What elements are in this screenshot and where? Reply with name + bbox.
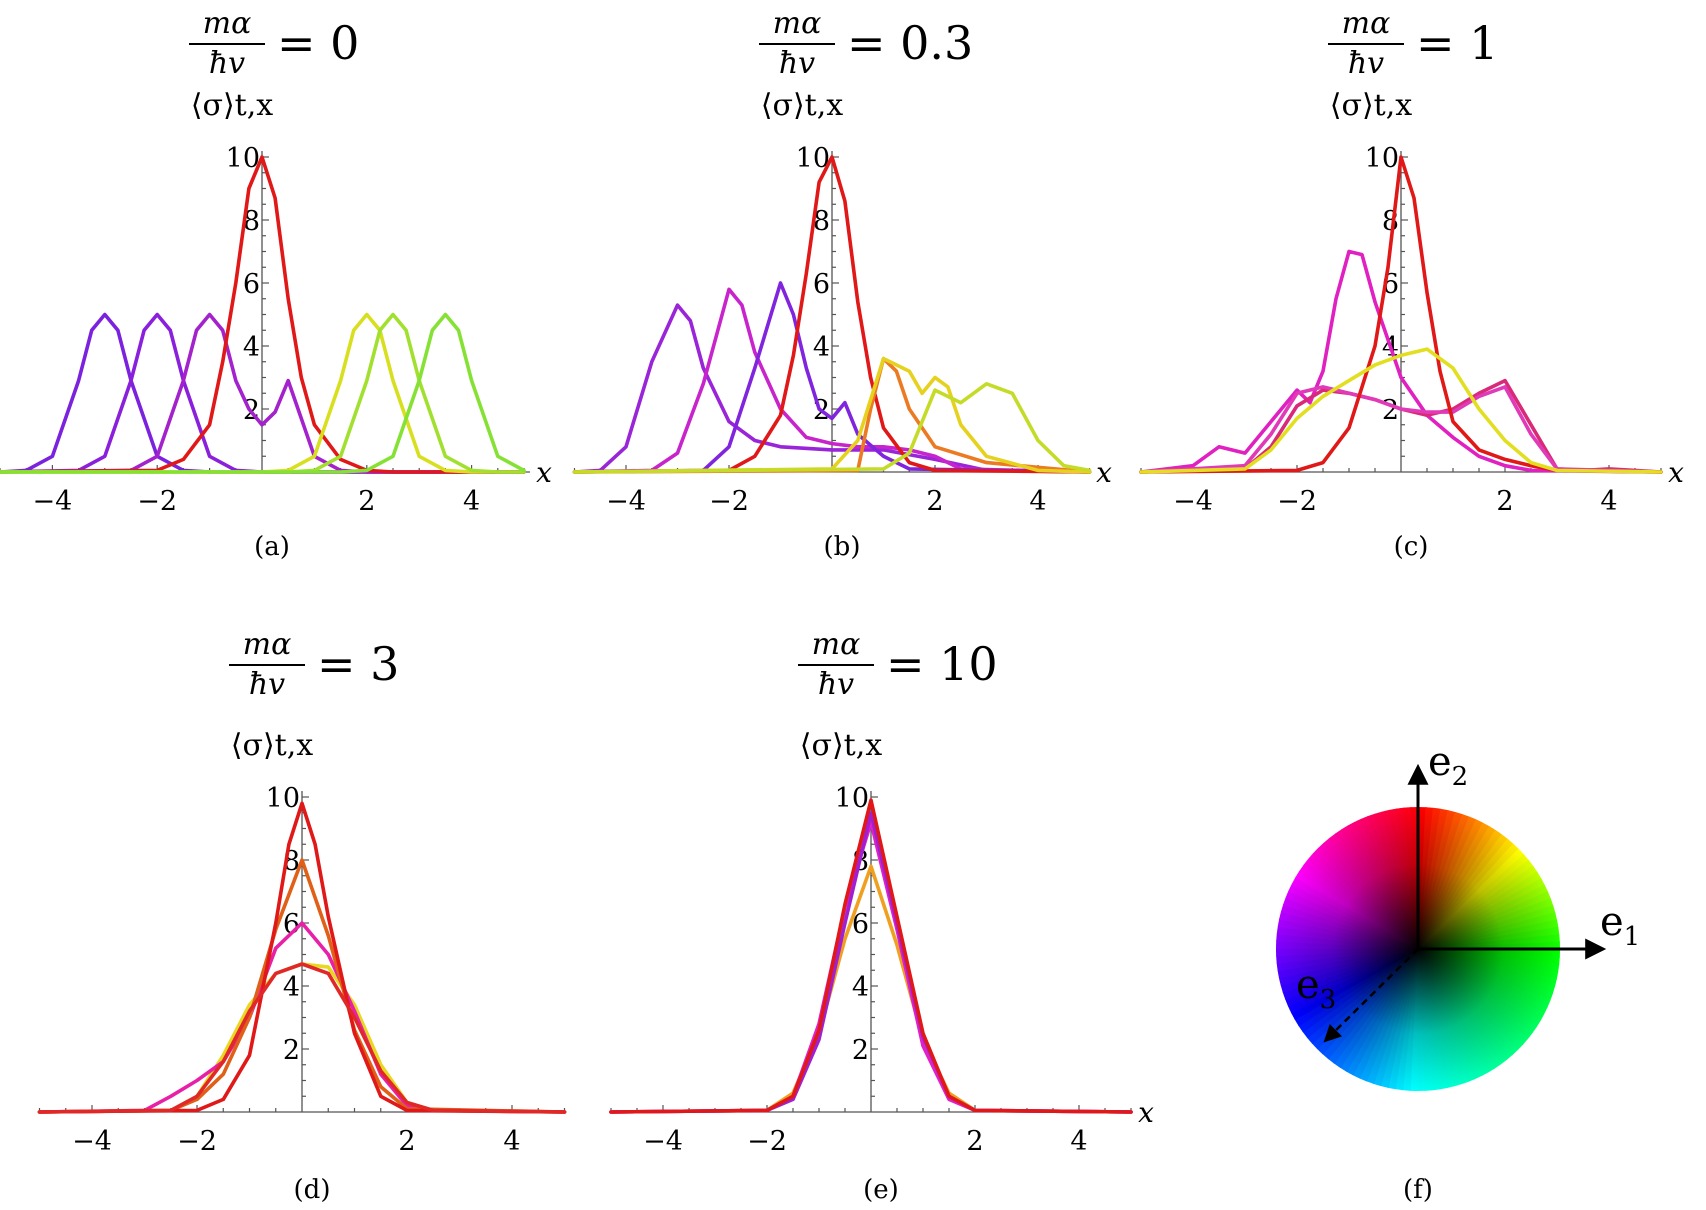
x-axis-label: x <box>536 456 552 489</box>
series-line-6 <box>572 356 1092 474</box>
x-tick-label: 2 <box>1496 486 1513 517</box>
title-denominator: ħv <box>1348 46 1384 81</box>
y-axis-label: ⟨σ⟩t,x <box>1330 88 1412 123</box>
series-line-1 <box>609 864 1133 1114</box>
title-numerator: mα <box>812 627 861 662</box>
y-tick-label: 10 <box>835 783 869 814</box>
x-tick-label: 4 <box>503 1126 520 1157</box>
x-axis-label: x <box>1138 1096 1154 1129</box>
series-line-3 <box>1139 385 1663 474</box>
x-tick-label: 4 <box>1029 486 1046 517</box>
title-denominator: ħv <box>779 46 815 81</box>
panel-caption-c: (c) <box>1394 532 1429 562</box>
series-line-4 <box>572 155 1092 474</box>
y-tick-label: 8 <box>813 206 830 237</box>
series-line-4 <box>37 801 567 1114</box>
y-tick-label: 10 <box>226 143 260 174</box>
x-axis-label: x <box>1668 456 1684 489</box>
series-line-1 <box>572 303 1092 474</box>
title-numerator: mα <box>1342 6 1391 41</box>
x-tick-label: 4 <box>463 486 480 517</box>
title-denominator: ħv <box>818 667 854 702</box>
x-tick-label: −2 <box>177 1126 217 1157</box>
x-tick-label: −2 <box>1277 486 1317 517</box>
x-axis-label: x <box>1096 456 1112 489</box>
title-numerator: mα <box>243 627 292 662</box>
title-numerator: mα <box>203 6 252 41</box>
panel-caption-a: (a) <box>254 532 290 562</box>
x-tick-label: 2 <box>966 1126 983 1157</box>
title-value: = 3 <box>317 637 399 691</box>
title-value: = 0.3 <box>847 16 973 70</box>
title-value: = 0 <box>277 16 359 70</box>
x-tick-label: −2 <box>137 486 177 517</box>
x-tick-label: −4 <box>1173 486 1213 517</box>
y-tick-label: 4 <box>283 972 300 1003</box>
title-denominator: ħv <box>209 46 245 81</box>
x-tick-label: 4 <box>1600 486 1617 517</box>
x-tick-label: 2 <box>398 1126 415 1157</box>
y-tick-label: 6 <box>283 909 300 940</box>
y-tick-label: 6 <box>243 269 260 300</box>
title-numerator: mα <box>773 6 822 41</box>
y-tick-label: 2 <box>1382 395 1399 426</box>
x-tick-label: −4 <box>643 1126 683 1157</box>
y-axis-label: ⟨σ⟩t,x <box>800 728 882 763</box>
series-line-2 <box>37 921 567 1114</box>
y-axis-label: ⟨σ⟩t,x <box>191 88 273 123</box>
x-tick-label: −4 <box>606 486 646 517</box>
e1-label: e1 <box>1600 899 1640 952</box>
x-tick-label: −4 <box>32 486 72 517</box>
series-line-2 <box>572 287 1092 474</box>
title-denominator: ħv <box>249 667 285 702</box>
series-line-5 <box>572 356 1092 474</box>
series-line-3 <box>37 858 567 1114</box>
x-tick-label: −2 <box>709 486 749 517</box>
color-wheel-legend: e2 e1 e3 (f) <box>1276 739 1640 1205</box>
e3-axis-arrow <box>1323 948 1419 1043</box>
series-line-4 <box>609 798 1133 1114</box>
x-tick-label: −2 <box>747 1126 787 1157</box>
title-value: = 10 <box>886 637 998 691</box>
x-tick-label: 4 <box>1070 1126 1087 1157</box>
panel-caption-d: (d) <box>294 1175 331 1205</box>
y-axis-label: ⟨σ⟩t,x <box>761 88 843 123</box>
y-axis-label: ⟨σ⟩t,x <box>231 728 313 763</box>
y-tick-label: 10 <box>266 783 300 814</box>
series-line-1 <box>1139 249 1663 474</box>
panel-caption-b: (b) <box>824 532 861 562</box>
series-line-5 <box>37 962 567 1114</box>
y-tick-label: 6 <box>813 269 830 300</box>
x-tick-label: 2 <box>926 486 943 517</box>
y-tick-label: 4 <box>852 972 869 1003</box>
panel-caption-f: (f) <box>1403 1175 1433 1205</box>
y-tick-label: 2 <box>283 1035 300 1066</box>
panel-caption-e: (e) <box>863 1175 899 1205</box>
title-value: = 1 <box>1416 16 1498 70</box>
x-tick-label: −4 <box>72 1126 112 1157</box>
y-tick-label: 2 <box>852 1035 869 1066</box>
e2-label: e2 <box>1428 739 1468 792</box>
x-tick-label: 2 <box>358 486 375 517</box>
series-line-7 <box>0 312 526 474</box>
y-tick-label: 4 <box>243 332 260 363</box>
y-tick-label: 6 <box>852 909 869 940</box>
y-tick-label: 10 <box>1365 143 1399 174</box>
e3-label: e3 <box>1296 962 1336 1015</box>
series-line-4 <box>1139 155 1663 474</box>
series-line-5 <box>1139 347 1663 474</box>
y-tick-label: 4 <box>813 332 830 363</box>
series-line-4 <box>0 155 526 474</box>
series-line-7 <box>572 382 1092 474</box>
series-line-3 <box>572 281 1092 474</box>
